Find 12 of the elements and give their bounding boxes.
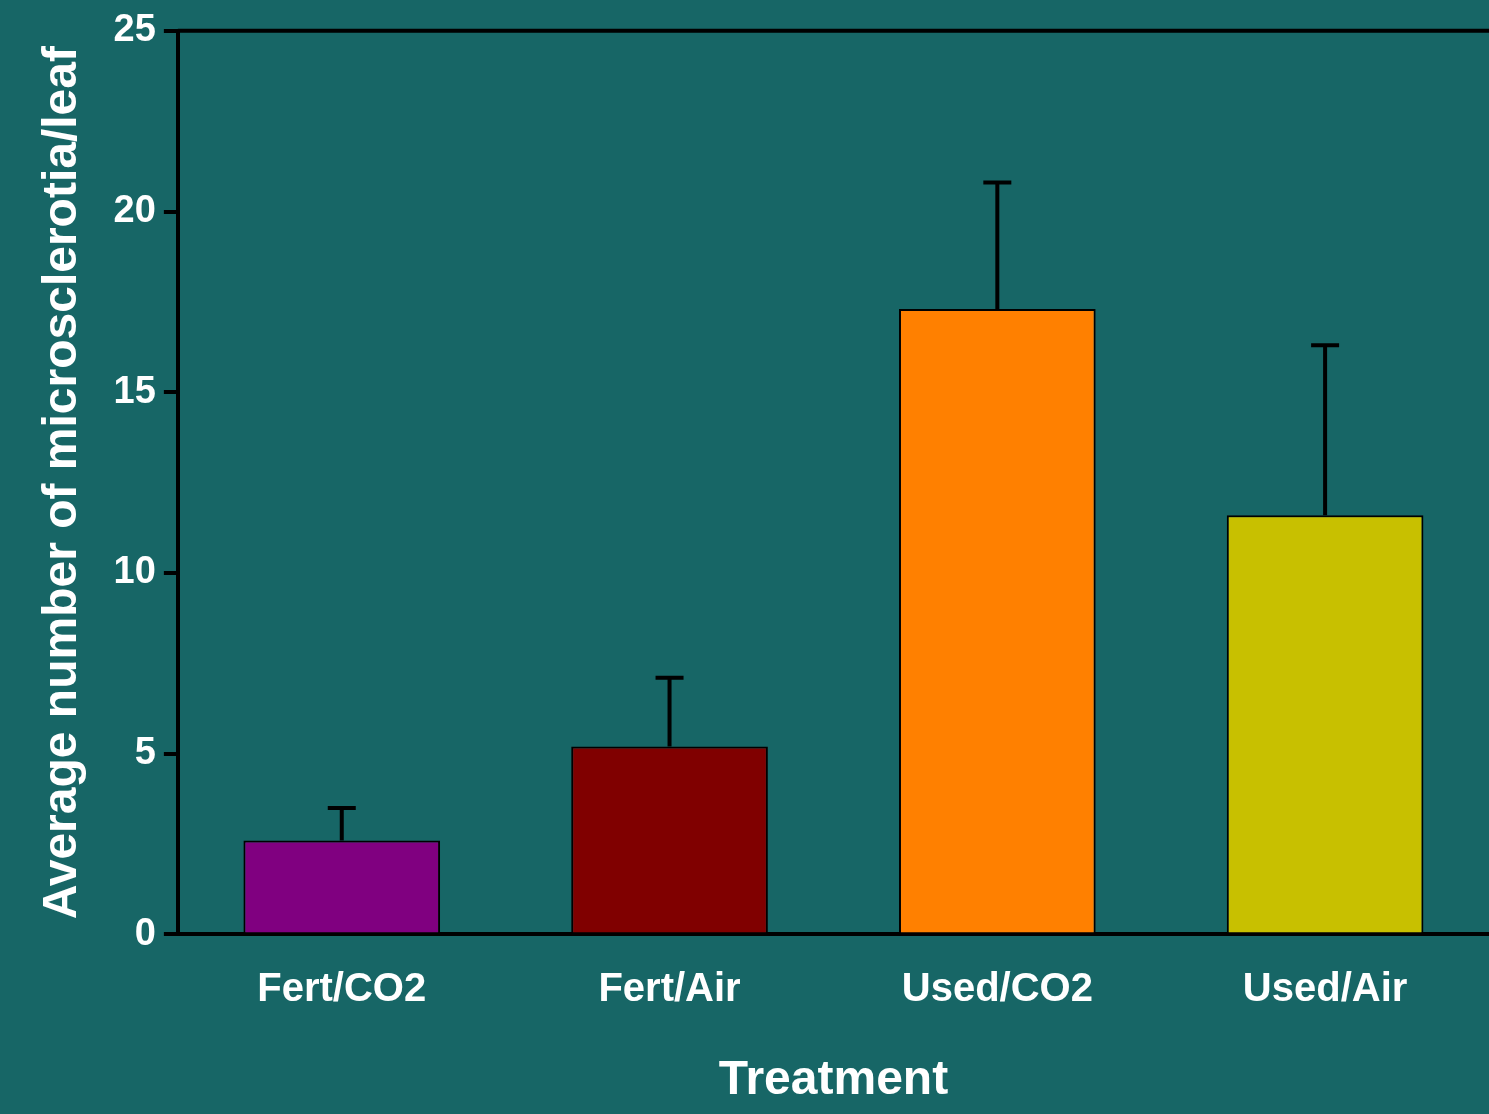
y-tick-label: 10: [113, 549, 156, 592]
x-tick-label: Fert/Air: [598, 965, 741, 1010]
y-tick-label: 25: [113, 7, 156, 50]
x-tick-label: Used/CO2: [901, 965, 1093, 1010]
y-tick-label: 5: [134, 730, 156, 773]
x-axis-title: Treatment: [718, 1051, 949, 1105]
y-tick-label: 0: [134, 910, 156, 953]
x-tick-label: Fert/CO2: [257, 965, 427, 1010]
x-tick-label: Used/Air: [1242, 965, 1408, 1010]
y-axis-title: Average number of microsclerotia/leaf: [33, 44, 87, 920]
y-tick-label: 20: [113, 188, 156, 230]
y-tick-label: 15: [113, 368, 156, 411]
